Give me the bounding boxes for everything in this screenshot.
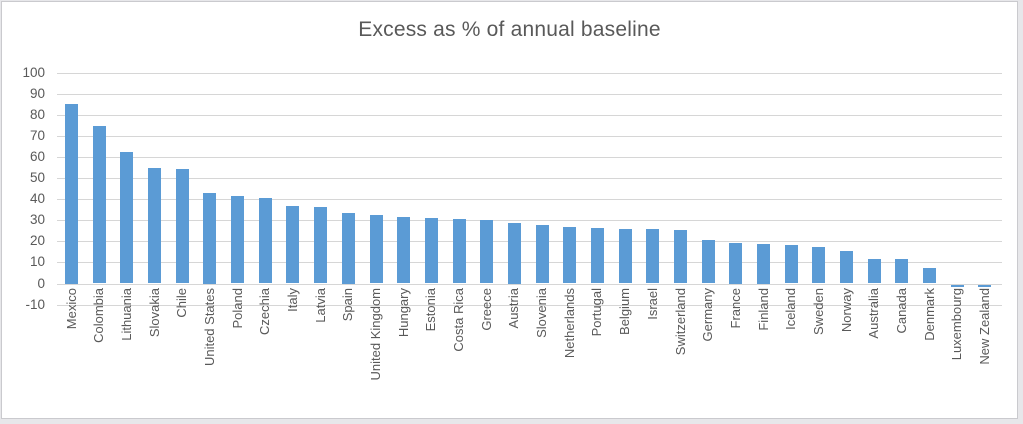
bar-sweden bbox=[812, 246, 826, 284]
bar-united-states bbox=[203, 193, 217, 284]
bar-lithuania bbox=[120, 151, 134, 284]
bar-finland bbox=[757, 243, 770, 284]
x-axis-tick-label: Iceland bbox=[783, 288, 799, 330]
y-axis-tick-label: 90 bbox=[29, 86, 45, 102]
x-axis-tick-label: Norway bbox=[838, 288, 854, 333]
y-axis-tick-label: 10 bbox=[29, 254, 45, 270]
bar-belgium bbox=[618, 228, 632, 284]
x-axis-tick-label: Chile bbox=[174, 288, 190, 318]
x-axis-tick-label: Austria bbox=[506, 288, 522, 329]
bar-mexico bbox=[65, 103, 78, 284]
x-axis-tick-label: France bbox=[727, 288, 743, 329]
y-axis-tick-label: 30 bbox=[29, 212, 45, 228]
gridline-y90 bbox=[57, 94, 1002, 96]
x-axis-tick-label: Czechia bbox=[257, 288, 273, 335]
x-axis-tick-label: Australia bbox=[866, 288, 882, 339]
bar-canada bbox=[895, 259, 909, 284]
gridline-y100 bbox=[57, 73, 1002, 74]
bar-estonia bbox=[424, 218, 438, 284]
bar-luxembourg bbox=[950, 284, 964, 287]
x-axis-tick-label: Greece bbox=[478, 288, 494, 331]
bar-iceland bbox=[784, 244, 798, 284]
x-axis-tick-label: Israel bbox=[644, 288, 660, 320]
bar-chile bbox=[175, 168, 189, 284]
gridline-y70 bbox=[57, 136, 1002, 138]
x-axis-tick-label: Lithuania bbox=[118, 288, 134, 341]
bar-germany bbox=[701, 240, 715, 284]
bar-colombia bbox=[92, 125, 106, 284]
y-axis-tick-label: 0 bbox=[37, 275, 45, 291]
bar-latvia bbox=[314, 206, 328, 284]
bar-poland bbox=[231, 196, 245, 284]
x-axis-tick-label: Poland bbox=[229, 288, 245, 329]
x-axis-tick-label: Finland bbox=[755, 288, 771, 331]
bar-norway bbox=[840, 250, 853, 284]
gridline-y60 bbox=[57, 157, 1002, 159]
chart-title: Excess as % of annual baseline bbox=[358, 18, 661, 41]
bar-australia bbox=[867, 259, 881, 284]
x-axis-tick-label: United Kingdom bbox=[368, 288, 383, 381]
y-axis-tick-label: 70 bbox=[29, 128, 45, 144]
x-axis-tick-label: Belgium bbox=[617, 288, 633, 335]
gridline-y0 bbox=[57, 283, 1002, 285]
bar-austria bbox=[507, 222, 521, 284]
x-axis-tick-label: Latvia bbox=[312, 288, 328, 323]
y-axis-tick-label: 20 bbox=[29, 233, 45, 249]
y-axis-tick-label: 40 bbox=[29, 191, 45, 207]
x-axis-tick-label: Germany bbox=[700, 288, 716, 342]
bar-netherlands bbox=[563, 226, 577, 284]
x-axis-tick-label: Sweden bbox=[810, 288, 826, 335]
gridline-y80 bbox=[57, 115, 1002, 117]
x-axis-tick-label: Hungary bbox=[395, 288, 411, 338]
gridline-y-10 bbox=[57, 304, 1002, 306]
gridline-y40 bbox=[57, 199, 1002, 201]
x-axis-tick-label: Luxembourg bbox=[949, 288, 965, 361]
bar-denmark bbox=[923, 267, 937, 284]
y-axis-tick-label: 100 bbox=[22, 65, 45, 80]
gridline-y50 bbox=[57, 178, 1002, 180]
bar-hungary bbox=[397, 217, 411, 284]
bar-greece bbox=[480, 220, 494, 284]
gridline-y10 bbox=[57, 262, 1002, 264]
x-axis-tick-label: Italy bbox=[284, 288, 300, 312]
bar-france bbox=[729, 242, 743, 284]
x-axis-tick-label: Mexico bbox=[63, 288, 79, 330]
x-axis-tick-label: Estonia bbox=[423, 288, 439, 332]
x-axis-tick-label: Costa Rica bbox=[451, 288, 466, 352]
bar-new-zealand bbox=[978, 284, 992, 287]
bar-portugal bbox=[590, 227, 604, 284]
x-axis-tick-label: Denmark bbox=[921, 288, 937, 341]
x-axis-tick-label: Slovenia bbox=[534, 288, 550, 338]
x-axis-tick-label: Slovakia bbox=[146, 288, 162, 338]
bar-spain bbox=[341, 213, 355, 284]
x-axis-tick-label: Canada bbox=[893, 288, 909, 334]
y-axis-tick-label: 60 bbox=[29, 149, 45, 165]
y-axis-tick-label: 50 bbox=[29, 170, 45, 186]
bar-slovenia bbox=[535, 224, 549, 284]
x-axis-tick-label: Spain bbox=[340, 288, 356, 322]
bar-italy bbox=[286, 205, 300, 284]
gridline-y30 bbox=[57, 220, 1002, 222]
x-axis-tick-label: Portugal bbox=[589, 288, 605, 337]
bar-united-kingdom bbox=[369, 215, 383, 284]
gridline-y20 bbox=[57, 241, 1002, 243]
bar-slovakia bbox=[148, 167, 161, 284]
x-axis-tick-label: Colombia bbox=[91, 288, 107, 343]
x-axis-tick-label: Switzerland bbox=[672, 288, 688, 356]
y-axis-tick-label: -10 bbox=[25, 296, 45, 312]
x-axis-tick-label: New Zealand bbox=[976, 288, 992, 365]
x-axis-tick-label: United States bbox=[201, 288, 217, 367]
bar-israel bbox=[646, 228, 660, 284]
bar-costa-rica bbox=[452, 219, 466, 284]
bar-switzerland bbox=[674, 229, 687, 284]
x-axis-tick-label: Netherlands bbox=[561, 288, 577, 359]
bar-czechia bbox=[258, 198, 272, 284]
y-axis-tick-label: 80 bbox=[29, 107, 45, 123]
